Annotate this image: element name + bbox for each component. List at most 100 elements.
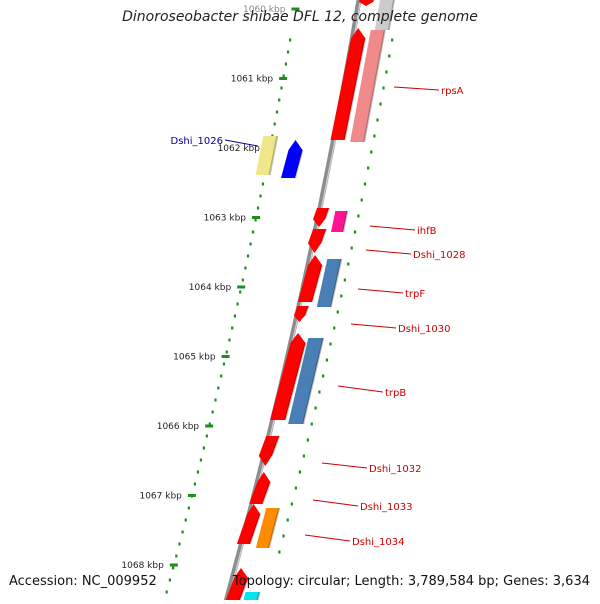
gene-feature-dshi-1026-edge: [294, 149, 304, 179]
ruler-label: 1063 kbp: [204, 214, 247, 224]
gene-feature-dshi-1034[interactable]: [255, 507, 281, 549]
gene-feature-trpf-edge: [329, 258, 343, 308]
ruler-minor-tick: [202, 446, 205, 450]
gene-feature-ihfb-shape: [331, 211, 348, 232]
gene-feature-dshi-1033[interactable]: [249, 472, 272, 505]
ruler-label: 1067 kbp: [139, 492, 182, 502]
gene-feature-trpb[interactable]: [288, 337, 325, 425]
gene-feature-ihfb-red[interactable]: [313, 207, 330, 227]
gene-feature-top-grey-edge: [387, 0, 396, 31]
ruler-minor-tick: [350, 246, 353, 250]
gene-label-rpsa[interactable]: rpsA: [393, 86, 464, 97]
ruler-minor-tick: [347, 262, 350, 266]
gene-feature-dshi-1032[interactable]: [258, 435, 281, 466]
ruler-label: 1062 kbp: [218, 144, 261, 154]
ruler-label: 1065 kbp: [173, 353, 216, 363]
gene-feature-dshi-1026-khaki[interactable]: [255, 135, 279, 176]
ruler-minor-tick: [184, 518, 187, 522]
leader-line: [321, 462, 368, 469]
gene-label-trpb[interactable]: trpB: [337, 385, 406, 399]
ruler-minor-tick: [286, 50, 290, 54]
gene-label-dshi-1034[interactable]: Dshi_1034: [304, 534, 404, 548]
gene-label-dshi-1030[interactable]: Dshi_1030: [350, 323, 450, 335]
leader-line: [365, 249, 412, 255]
gene-label-text: trpF: [405, 289, 425, 300]
ruler-minor-tick: [289, 38, 292, 42]
ruler-label: 1064 kbp: [189, 283, 232, 293]
ruler-minor-tick: [217, 386, 220, 390]
ruler-minor-tick: [314, 406, 317, 410]
gene-feature-trpb-red[interactable]: [270, 333, 307, 421]
leader-line: [350, 323, 397, 329]
gene-label-text: ihfB: [417, 226, 437, 237]
gene-labels[interactable]: rpsA Dshi_1026 ihfB Dshi_1028 trpF Dshi_1030t…: [171, 86, 466, 548]
ruler-minor-tick: [325, 358, 328, 362]
gene-feature-rpsA[interactable]: [330, 28, 367, 141]
ruler-minor-tick: [353, 230, 357, 234]
gene-feature-trpf-red[interactable]: [297, 255, 324, 303]
ruler-major-tick: [237, 285, 246, 289]
gene-feature-dshi-1034-red[interactable]: [236, 504, 262, 545]
gene-feature-rpsA-paired[interactable]: [350, 29, 386, 143]
ruler-minor-tick: [199, 458, 203, 462]
ruler-minor-tick: [357, 214, 360, 218]
ruler-minor-tick: [168, 578, 172, 582]
ruler-minor-tick: [363, 182, 367, 186]
gene-label-text: Dshi_1028: [413, 250, 465, 261]
ruler-major-tick: [291, 7, 300, 11]
leader-line: [393, 86, 440, 91]
ruler-minor-tick: [181, 530, 184, 534]
gene-feature-ihfb-red-edge: [324, 207, 330, 220]
gene-feature-dshi-1032-edge: [270, 435, 281, 457]
ruler-minor-tick: [373, 134, 376, 138]
gene-label-trpf[interactable]: trpF: [357, 288, 425, 300]
ruler-minor-tick: [211, 410, 214, 414]
genome-stats-label: Topology: circular; Length: 3,789,584 bp…: [232, 574, 590, 589]
ruler-minor-tick: [222, 362, 226, 366]
ruler-minor-ticks: [165, 38, 394, 594]
ruler-minor-tick: [298, 470, 302, 474]
gene-features[interactable]: [224, 0, 396, 604]
gene-feature-dshi-1030[interactable]: [293, 305, 310, 322]
gene-label-dshi-1032[interactable]: Dshi_1032: [321, 462, 421, 475]
ruler-minor-tick: [333, 326, 336, 330]
ruler-minor-tick: [382, 86, 385, 90]
accession-label: Accession: NC_009952: [9, 574, 157, 589]
ruler-minor-tick: [236, 302, 239, 306]
gene-label-text: Dshi_1032: [369, 464, 421, 475]
gene-feature-ihfb-edge: [342, 210, 349, 233]
gene-feature-dshi-1030-edge: [303, 305, 310, 316]
gene-feature-dshi-1034-shape: [255, 508, 280, 548]
gene-feature-trpb-edge: [302, 337, 325, 425]
ruler-minor-tick: [246, 254, 250, 258]
ruler-minor-tick: [244, 266, 247, 270]
gene-feature-ihfb-red-shape: [313, 208, 329, 227]
gene-feature-dshi-1033-shape: [249, 472, 271, 504]
gene-feature-dshi-1026-shape: [281, 140, 303, 178]
gene-feature-dshi-1030-shape: [293, 306, 309, 322]
gene-label-dshi-1033[interactable]: Dshi_1033: [312, 499, 412, 513]
gene-feature-bottom-cyan[interactable]: [242, 591, 261, 604]
gene-feature-dshi-1026[interactable]: [281, 140, 304, 179]
gene-feature-top[interactable]: [359, 0, 375, 6]
gene-label-dshi-1028[interactable]: Dshi_1028: [365, 249, 465, 261]
ruler-minor-tick: [228, 338, 231, 342]
gene-feature-dshi-1028[interactable]: [308, 228, 328, 253]
ruler-minor-tick: [280, 86, 283, 90]
ruler-minor-tick: [294, 486, 297, 490]
gene-feature-trpb-red-shape: [270, 333, 306, 420]
gene-feature-bottom-shape: [224, 568, 248, 604]
ruler-label: 1061 kbp: [231, 75, 274, 85]
ruler-minor-tick: [256, 206, 260, 210]
gene-feature-ihfb[interactable]: [331, 210, 349, 233]
ruler-minor-tick: [233, 314, 236, 318]
gene-label-ihfb[interactable]: ihfB: [369, 225, 437, 237]
gene-feature-trpf[interactable]: [316, 258, 343, 308]
gene-label-dshi-1026[interactable]: Dshi_1026: [171, 136, 259, 147]
gene-feature-top-grey[interactable]: [374, 0, 396, 31]
gene-feature-top-grey-shape: [374, 0, 395, 30]
gene-feature-rpsA-paired-edge: [363, 29, 386, 143]
ruler-minor-tick: [360, 198, 363, 202]
